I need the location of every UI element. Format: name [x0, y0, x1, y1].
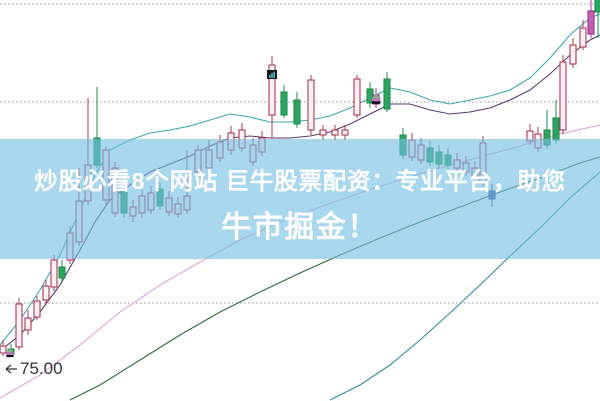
svg-text:75.00: 75.00 — [20, 359, 63, 378]
